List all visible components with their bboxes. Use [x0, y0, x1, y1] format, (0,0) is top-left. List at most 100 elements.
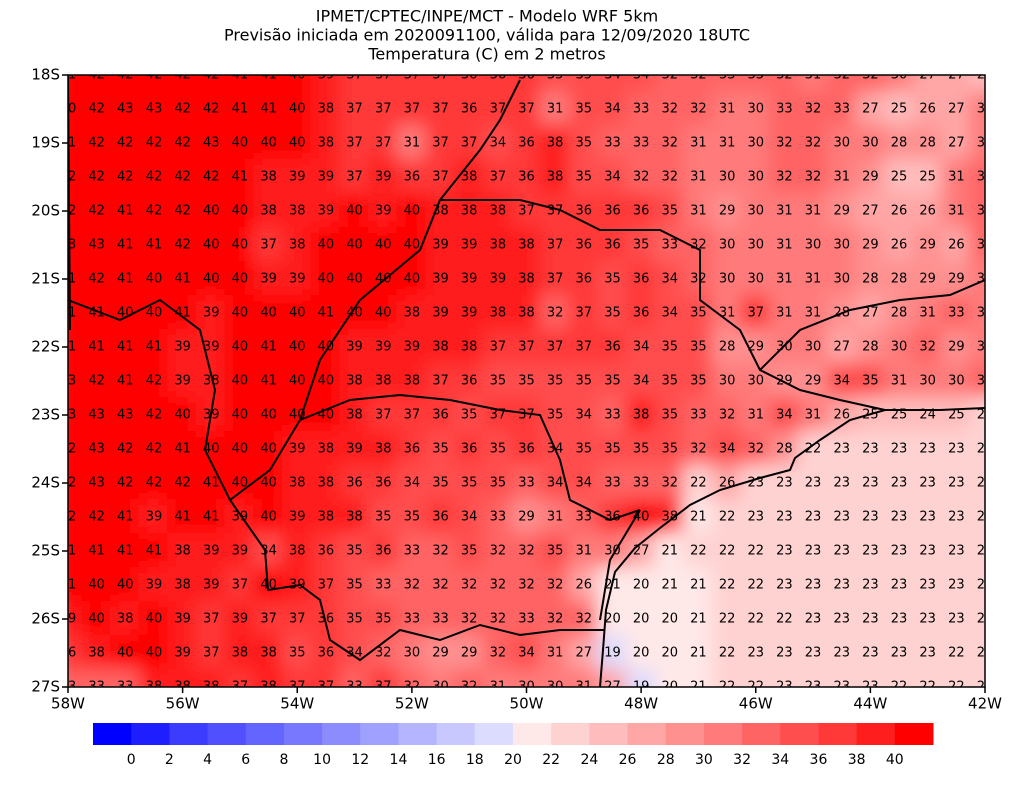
field-value: 23 — [891, 578, 908, 593]
field-cell — [941, 533, 972, 569]
field-cell — [453, 91, 485, 127]
field-value: 32 — [404, 680, 421, 695]
field-value: 35 — [690, 374, 707, 389]
field-value: 23 — [862, 578, 879, 593]
field-value: 23 — [833, 544, 850, 559]
field-value: 23 — [776, 476, 793, 491]
field-value: 32 — [518, 578, 535, 593]
field-value: 39 — [146, 510, 163, 525]
field-cell — [195, 635, 227, 671]
field-value: 29 — [919, 272, 936, 287]
field-value: 39 — [289, 510, 306, 525]
field-value: 36 — [576, 238, 593, 253]
field-cell — [826, 635, 858, 671]
field-value: 40 — [346, 238, 363, 253]
field-value: 25 — [891, 102, 908, 117]
field-cells — [68, 75, 985, 687]
colorbar-label: 12 — [351, 752, 369, 768]
field-cell — [253, 261, 284, 297]
field-value: 40 — [260, 442, 277, 457]
field-cell — [224, 363, 256, 399]
field-value: 42 — [117, 170, 134, 185]
field-value: 34 — [518, 646, 535, 661]
field-cell — [339, 227, 370, 263]
field-value: 32 — [461, 578, 478, 593]
field-value: 37 — [547, 238, 564, 253]
field-value: 40 — [633, 510, 650, 525]
field-cell — [195, 193, 227, 229]
field-cell — [883, 329, 915, 365]
field-cell — [969, 397, 985, 433]
title-line: Previsão iniciada em 2020091100, válida … — [224, 26, 750, 45]
field-cell — [425, 261, 456, 297]
field-cell — [941, 363, 972, 399]
field-value: 41 — [60, 544, 77, 559]
field-cell — [883, 91, 915, 127]
field-cell — [482, 499, 514, 535]
colorbar-box — [856, 723, 896, 745]
state-border — [68, 298, 605, 662]
field-value: 31 — [776, 272, 793, 287]
field-value: 19 — [633, 680, 650, 695]
field-value: 35 — [662, 340, 679, 355]
colorbar-label: 22 — [542, 752, 560, 768]
field-cell — [769, 295, 800, 331]
field-value: 36 — [518, 68, 535, 83]
field-cell — [912, 601, 944, 637]
field-value: 41 — [203, 476, 220, 491]
field-value: 33 — [404, 544, 421, 559]
field-value: 32 — [776, 68, 793, 83]
field-value: 37 — [432, 374, 449, 389]
field-cell — [453, 601, 485, 637]
field-cell — [453, 465, 485, 501]
field-cell — [425, 669, 456, 687]
field-value: 22 — [919, 680, 936, 695]
field-value: 32 — [662, 102, 679, 117]
field-cell — [969, 601, 985, 637]
field-value: 38 — [547, 136, 564, 151]
field-cell — [482, 567, 514, 603]
field-cell — [711, 91, 743, 127]
field-value: 31 — [576, 544, 593, 559]
field-value: 38 — [260, 170, 277, 185]
field-value: 35 — [576, 68, 593, 83]
field-value: 43 — [146, 102, 163, 117]
field-cell — [969, 363, 985, 399]
field-cell — [310, 499, 342, 535]
field-value: 34 — [776, 408, 793, 423]
field-value: 35 — [375, 510, 392, 525]
field-value: 38 — [490, 204, 507, 219]
field-cell — [683, 91, 714, 127]
field-cell — [281, 125, 313, 161]
field-value: 31 — [719, 306, 736, 321]
field-cell — [855, 159, 886, 195]
field-value: 31 — [547, 510, 564, 525]
field-cell — [539, 669, 571, 687]
field-value: 37 — [404, 408, 421, 423]
field-cell — [339, 601, 370, 637]
field-value: 41 — [60, 578, 77, 593]
field-value: 41 — [146, 340, 163, 355]
field-cell — [310, 91, 342, 127]
field-value: 42 — [60, 510, 77, 525]
field-value: 31 — [404, 136, 421, 151]
field-value: 42 — [117, 136, 134, 151]
field-value: 41 — [260, 340, 277, 355]
field-cell — [855, 91, 886, 127]
field-value: 20 — [633, 578, 650, 593]
field-value: 42 — [88, 68, 105, 83]
field-value: 34 — [662, 306, 679, 321]
field-value: 37 — [432, 170, 449, 185]
field-cell — [683, 533, 714, 569]
field-value: 32 — [490, 612, 507, 627]
y-tick-label: 21S — [31, 270, 60, 288]
field-value: 23 — [948, 476, 965, 491]
field-cell — [740, 635, 772, 671]
field-cell — [654, 91, 686, 127]
field-cell — [195, 227, 227, 263]
field-value: 39 — [346, 340, 363, 355]
field-cell — [711, 75, 743, 93]
field-cell — [912, 533, 944, 569]
field-value: 37 — [518, 102, 535, 117]
field-cell — [855, 75, 886, 93]
